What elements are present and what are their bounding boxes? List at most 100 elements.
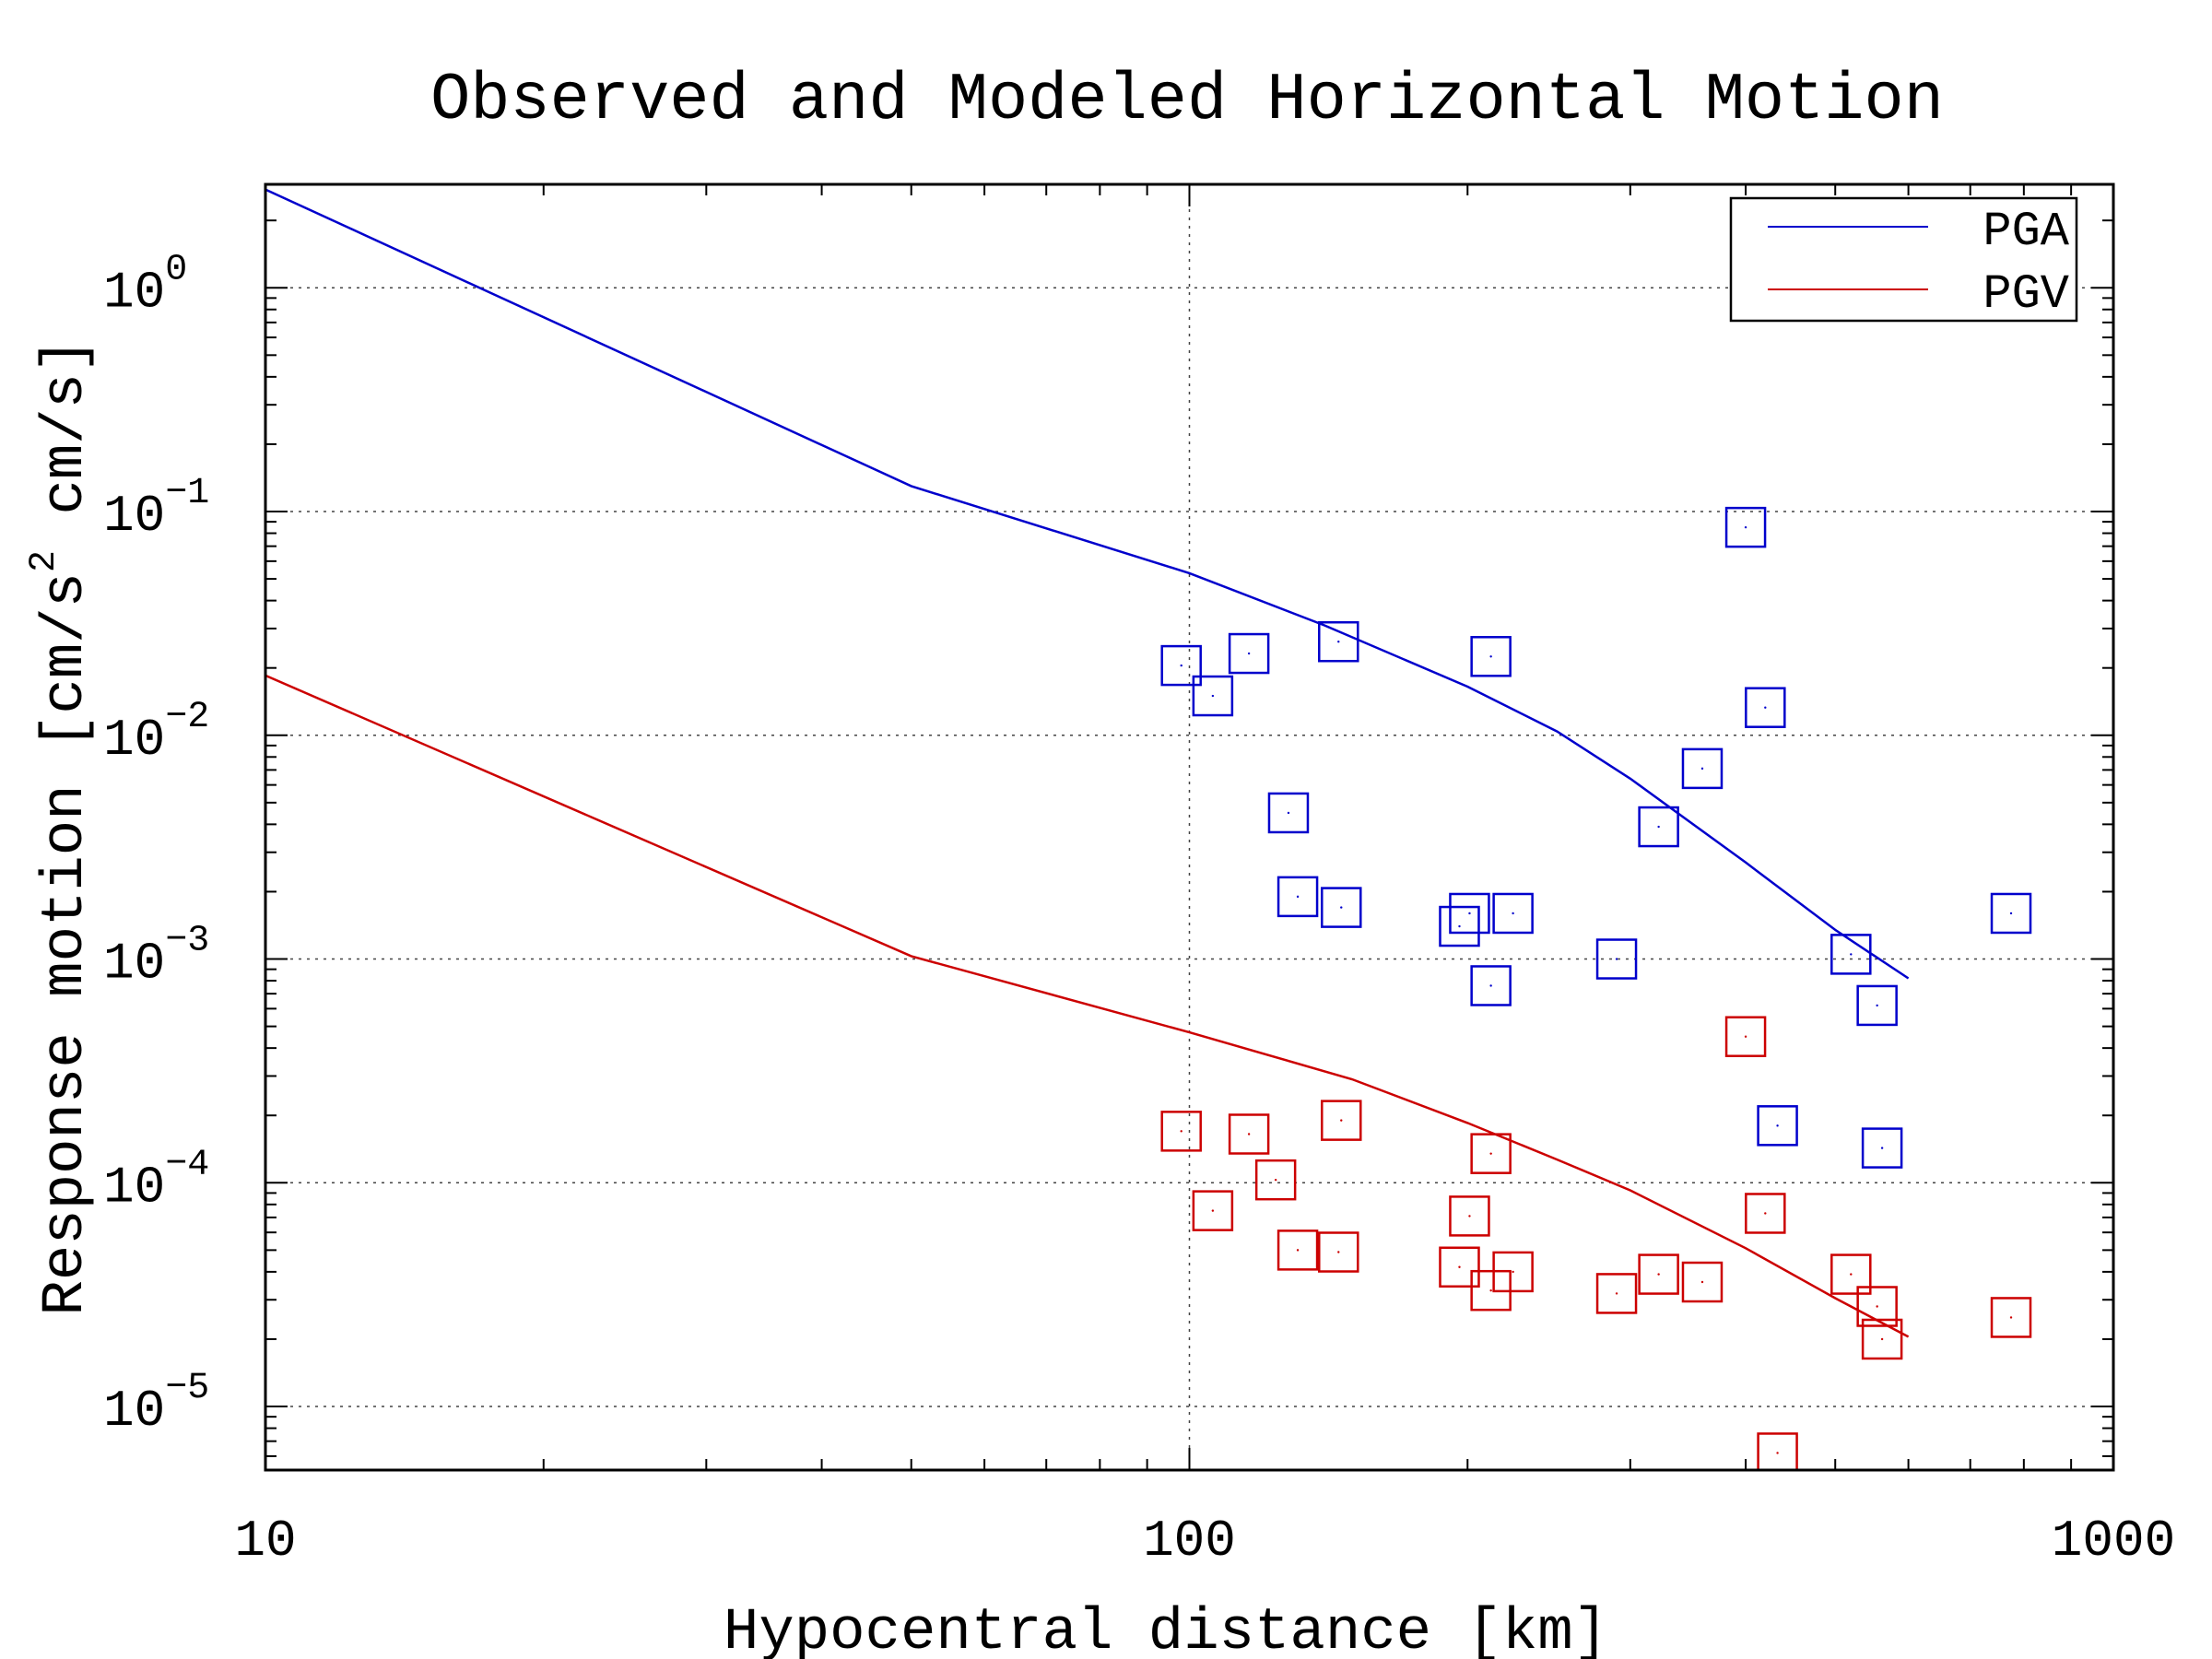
data-point-pga-observed [1861, 1127, 1903, 1169]
x-tick-label: 10 [234, 1512, 296, 1571]
data-point-pgv-observed [1724, 1016, 1767, 1057]
data-point-pgv-observed [1192, 1190, 1234, 1231]
y-axis-label-part1: Response motion [cm/s [33, 572, 100, 1316]
data-point-pga-observed [1160, 644, 1202, 687]
data-point-center-pgv-observed [1764, 1212, 1767, 1215]
data-point-pga-observed [1757, 1105, 1798, 1147]
chart-title: Observed and Modeled Horizontal Motion [430, 63, 1944, 138]
data-point-pga-observed [1267, 792, 1310, 834]
data-point-center-pgv-observed [1776, 1452, 1779, 1454]
data-point-pgv-observed [1439, 1246, 1480, 1288]
data-point-pgv-observed [1321, 1100, 1362, 1141]
data-point-center-pga-observed [1489, 655, 1492, 658]
y-axis-label-superscript: 2 [24, 550, 65, 572]
data-point-pgv-observed [1745, 1193, 1786, 1234]
data-point-pgv-observed [1160, 1111, 1202, 1152]
data-point-center-pga-observed [1340, 906, 1343, 909]
data-point-center-pga-observed [1744, 525, 1747, 529]
data-point-center-pgv-observed [1489, 1288, 1492, 1292]
y-axis-label: Response motion [cm/s2 cm/s] [24, 338, 100, 1316]
data-point-pga-observed [1638, 806, 1679, 848]
data-point-pgv-observed [1757, 1432, 1798, 1470]
data-point-pga-observed [1724, 506, 1767, 548]
data-point-pga-observed [1439, 905, 1480, 947]
data-point-center-pgv-observed [2009, 1316, 2013, 1319]
data-point-pgv-observed [1681, 1261, 1724, 1303]
legend-label-pgv: PGV [1983, 267, 2069, 322]
data-point-center-pga-observed [2009, 912, 2013, 915]
data-point-pgv-observed [1228, 1113, 1270, 1155]
data-point-pga-observed [1277, 876, 1319, 918]
data-point-pgv-observed [1318, 1231, 1359, 1273]
data-point-pgv-observed [1990, 1297, 2032, 1338]
data-point-pga-observed [1228, 632, 1270, 675]
data-point-pgv-observed [1638, 1253, 1679, 1295]
x-tick-label: 100 [1143, 1512, 1236, 1571]
data-point-center-pgv-observed [1340, 1119, 1343, 1122]
data-point-center-pgv-observed [1744, 1035, 1747, 1038]
data-point-center-pgv-observed [1700, 1280, 1704, 1284]
series-line-pga [265, 188, 1910, 980]
data-point-center-pga-observed [1468, 912, 1471, 915]
data-point-pga-observed [1830, 934, 1872, 975]
x-tick-labels: 10 100 1000 [234, 1512, 2175, 1571]
legend-label-pga: PGA [1983, 205, 2069, 259]
x-axis-label: Hypocentral distance [km] [724, 1600, 1608, 1659]
y-axis-label-part2: cm/s] [33, 338, 100, 550]
data-point-center-pga-observed [1880, 1147, 1884, 1149]
data-point-center-pgv-observed [1880, 1337, 1884, 1341]
data-point-center-pgv-observed [1489, 1152, 1492, 1155]
data-point-pga-observed [1318, 620, 1359, 663]
data-point-center-pgv-observed [1876, 1305, 1878, 1308]
data-point-center-pgv-observed [1296, 1249, 1300, 1252]
series-line-pgv [265, 674, 1910, 1338]
data-point-center-pga-observed [1850, 953, 1853, 956]
data-point-pga-observed [1681, 747, 1724, 790]
data-point-pga-observed [1745, 687, 1786, 728]
data-point-pgv-observed [1595, 1273, 1638, 1314]
data-point-center-pga-observed [1247, 652, 1251, 655]
data-point-center-pga-observed [1489, 984, 1492, 987]
data-point-center-pga-observed [1211, 694, 1215, 698]
grid-lines [265, 184, 2113, 1470]
data-point-center-pga-observed [1657, 825, 1660, 829]
data-point-center-pga-observed [1287, 811, 1290, 815]
data-point-center-pgv-observed [1657, 1273, 1660, 1276]
data-point-center-pgv-observed [1850, 1273, 1853, 1276]
data-point-center-pga-observed [1876, 1004, 1878, 1007]
data-point-pga-observed [1990, 892, 2032, 935]
data-point-center-pgv-observed [1211, 1209, 1215, 1212]
data-point-center-pgv-observed [1180, 1130, 1182, 1133]
data-point-center-pga-observed [1615, 958, 1618, 960]
data-point-center-pgv-observed [1615, 1292, 1618, 1295]
data-point-pgv-observed [1449, 1195, 1490, 1237]
data-point-center-pga-observed [1180, 664, 1182, 667]
data-point-center-pgv-observed [1337, 1251, 1340, 1253]
data-point-pgv-observed [1277, 1230, 1319, 1271]
data-point-center-pgv-observed [1274, 1178, 1277, 1182]
data-point-center-pga-observed [1512, 912, 1514, 915]
data-point-center-pgv-observed [1468, 1215, 1471, 1218]
data-point-center-pga-observed [1700, 767, 1704, 771]
data-point-pga-observed [1449, 892, 1490, 935]
data-point-center-pgv-observed [1458, 1265, 1461, 1268]
plot-series [265, 188, 2032, 1470]
data-point-pgv-observed [1830, 1253, 1872, 1295]
data-point-center-pga-observed [1337, 641, 1340, 643]
data-point-center-pga-observed [1776, 1124, 1779, 1127]
x-tick-label: 1000 [2052, 1512, 2175, 1571]
data-point-pga-observed [1492, 892, 1534, 935]
data-point-pga-observed [1856, 984, 1898, 1027]
data-point-pga-observed [1470, 965, 1512, 1006]
data-point-pga-observed [1321, 887, 1362, 928]
data-point-pga-observed [1595, 938, 1638, 980]
data-point-pga-observed [1470, 636, 1512, 677]
data-point-center-pga-observed [1764, 706, 1767, 709]
legend: PGA PGV [1729, 196, 2078, 323]
data-point-center-pgv-observed [1247, 1133, 1251, 1135]
data-point-center-pga-observed [1458, 924, 1461, 928]
data-point-center-pgv-observed [1512, 1270, 1514, 1274]
data-point-center-pga-observed [1296, 895, 1300, 899]
legend-box [1729, 196, 2078, 323]
